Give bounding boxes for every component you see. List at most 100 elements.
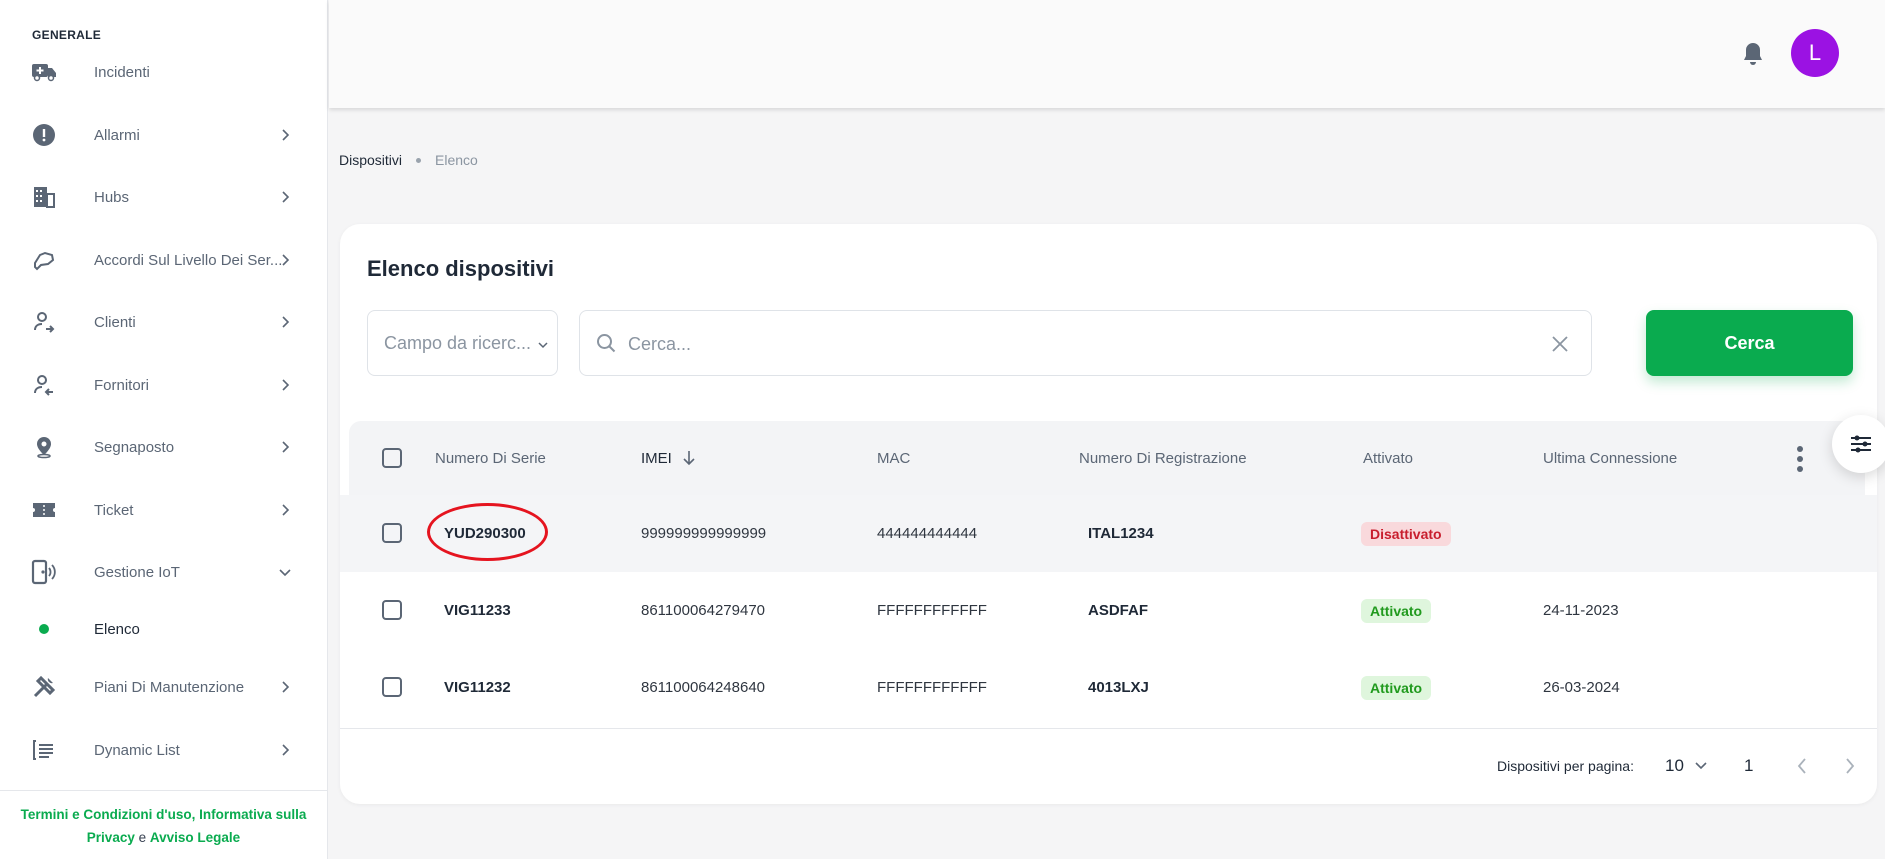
building-icon — [30, 183, 58, 211]
cell-serial[interactable]: YUD290300 — [444, 525, 526, 542]
search-field-select[interactable]: Campo da ricerc... — [367, 310, 558, 376]
search-button[interactable]: Cerca — [1646, 310, 1853, 376]
sidebar-item-segnaposto[interactable]: Segnaposto — [0, 422, 327, 472]
table-row[interactable]: VIG11232 861100064248640 FFFFFFFFFFFF 40… — [340, 649, 1877, 726]
row-checkbox[interactable] — [382, 677, 402, 697]
sidebar-item-hubs[interactable]: Hubs — [0, 172, 327, 222]
search-box — [579, 310, 1592, 376]
cell-imei: 999999999999999 — [641, 525, 767, 542]
sidebar-item-label: Incidenti — [94, 63, 150, 81]
list-icon — [30, 736, 58, 764]
cell-serial[interactable]: VIG11233 — [444, 602, 511, 619]
row-checkbox[interactable] — [382, 600, 402, 620]
legal-notice-link[interactable]: Avviso Legale — [149, 830, 241, 845]
user-arrow-icon — [30, 308, 58, 336]
chevron-down-icon — [279, 569, 291, 577]
sidebar-item-label: Accordi Sul Livello Dei Ser... — [94, 251, 283, 269]
breadcrumb-separator — [416, 157, 422, 163]
sidebar-item-label: Piani Di Manutenzione — [94, 678, 245, 696]
sidebar-item-allarmi[interactable]: Allarmi — [0, 110, 327, 160]
sidebar-footer: Termini e Condizioni d'uso, Informativa … — [0, 790, 327, 849]
page-title: Elenco dispositivi — [367, 256, 555, 281]
footer-conjunction: e — [138, 830, 147, 845]
chevron-right-icon — [282, 191, 290, 203]
column-header-numero-serie[interactable]: Numero Di Serie — [435, 449, 546, 467]
breadcrumb-elenco: Elenco — [435, 152, 478, 168]
tools-icon — [30, 673, 58, 701]
sidebar-item-label: Clienti — [94, 313, 136, 331]
sidebar-item-gestione-iot[interactable]: Gestione IoT — [0, 547, 327, 597]
sidebar-item-piani-manutenzione[interactable]: Piani Di Manutenzione — [0, 662, 327, 712]
status-badge: Attivato — [1361, 598, 1432, 623]
chevron-right-icon — [282, 441, 290, 453]
chevron-right-icon — [282, 316, 290, 328]
cell-last-connection: 24-11-2023 — [1543, 602, 1619, 619]
table-divider — [340, 728, 1877, 729]
sidebar-item-label: Ticket — [94, 501, 134, 519]
select-all-checkbox[interactable] — [382, 448, 402, 468]
more-vertical-icon[interactable] — [1796, 445, 1804, 473]
sidebar: GENERALE Incidenti Allarmi Hubs Accordi … — [0, 0, 328, 859]
cell-imei: 861100064279470 — [641, 602, 766, 619]
devices-card: Elenco dispositivi Campo da ricerc... Ce… — [340, 224, 1877, 804]
sidebar-item-fornitori[interactable]: Fornitori — [0, 360, 327, 410]
active-dot-icon — [39, 624, 49, 634]
sidebar-item-accordi[interactable]: Accordi Sul Livello Dei Ser... — [0, 235, 327, 285]
ambulance-icon — [30, 58, 58, 86]
table-row[interactable]: VIG11233 861100064279470 FFFFFFFFFFFF AS… — [340, 572, 1877, 649]
cell-registration: 4013LXJ — [1088, 679, 1149, 696]
chevron-down-icon — [538, 342, 548, 349]
sidebar-item-label: Fornitori — [94, 376, 150, 394]
cell-imei: 861100064248640 — [641, 679, 766, 696]
chevron-right-icon — [282, 681, 290, 693]
table-header: Numero Di Serie IMEI MAC Numero Di Regis… — [349, 421, 1865, 495]
sidebar-item-clienti[interactable]: Clienti — [0, 297, 327, 347]
breadcrumb: Dispositivi Elenco — [339, 152, 478, 168]
column-header-attivato[interactable]: Attivato — [1363, 449, 1414, 467]
ticket-icon — [30, 496, 58, 524]
sliders-icon — [1851, 435, 1871, 453]
clear-icon[interactable] — [1551, 335, 1569, 353]
row-checkbox[interactable] — [382, 523, 402, 543]
cell-mac: 444444444444 — [877, 525, 978, 542]
column-header-ultima-connessione[interactable]: Ultima Connessione — [1543, 449, 1678, 467]
column-header-label: IMEI — [641, 449, 672, 467]
sidebar-item-ticket[interactable]: Ticket — [0, 485, 327, 535]
status-badge: Attivato — [1361, 675, 1432, 700]
cell-serial[interactable]: VIG11232 — [444, 679, 511, 696]
cell-registration: ASDFAF — [1088, 602, 1148, 619]
current-page: 1 — [1744, 756, 1754, 775]
column-settings-button[interactable] — [1832, 415, 1885, 473]
breadcrumb-dispositivi[interactable]: Dispositivi — [339, 152, 403, 168]
search-input[interactable] — [628, 329, 1508, 359]
chevron-right-icon — [282, 379, 290, 391]
column-header-mac[interactable]: MAC — [877, 449, 911, 467]
sidebar-item-elenco[interactable]: Elenco — [0, 604, 327, 654]
search-icon — [597, 334, 616, 353]
avatar[interactable]: L — [1791, 29, 1839, 77]
top-bar — [329, 0, 1885, 108]
section-label: GENERALE — [32, 28, 102, 42]
chevron-down-icon — [1695, 762, 1707, 770]
sidebar-item-dynamic-list[interactable]: Dynamic List — [0, 725, 327, 775]
sidebar-item-label: Allarmi — [94, 126, 140, 144]
terms-privacy-link[interactable]: Termini e Condizioni d'uso, Informativa … — [20, 807, 307, 845]
bell-icon[interactable] — [1741, 41, 1765, 67]
previous-page-icon[interactable] — [1796, 757, 1808, 775]
alert-circle-icon — [30, 121, 58, 149]
cell-registration: ITAL1234 — [1088, 525, 1154, 542]
status-badge: Disattivato — [1361, 521, 1451, 546]
sidebar-item-label: Hubs — [94, 188, 130, 206]
chevron-right-icon — [282, 504, 290, 516]
next-page-icon[interactable] — [1844, 757, 1856, 775]
column-header-imei[interactable]: IMEI — [641, 421, 696, 495]
sidebar-item-label: Gestione IoT — [94, 563, 180, 581]
table-row[interactable]: YUD290300 999999999999999 444444444444 I… — [340, 495, 1877, 572]
rows-per-page-value: 10 — [1665, 756, 1684, 775]
rows-per-page-select[interactable]: 10 — [1665, 752, 1708, 780]
chevron-right-icon — [282, 744, 290, 756]
sort-descending-icon — [683, 451, 695, 466]
sidebar-item-incidenti[interactable]: Incidenti — [0, 47, 327, 97]
column-header-numero-registrazione[interactable]: Numero Di Registrazione — [1079, 449, 1247, 467]
chevron-right-icon — [282, 129, 290, 141]
